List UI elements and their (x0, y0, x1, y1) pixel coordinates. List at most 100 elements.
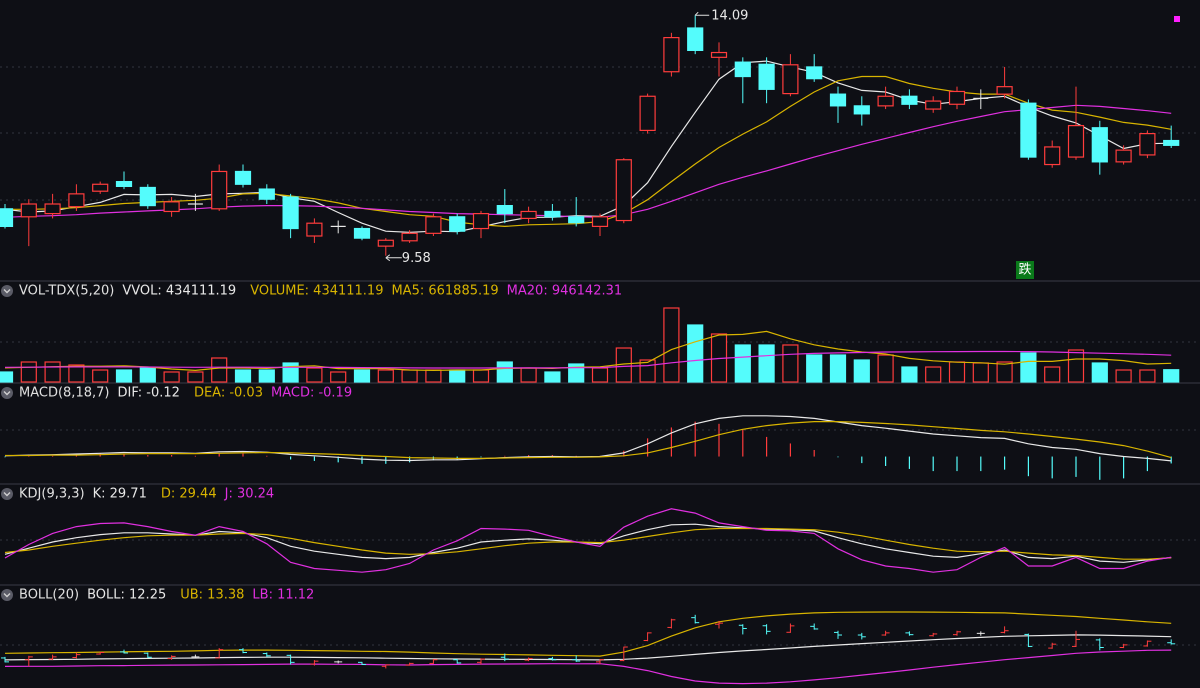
candle-body (1163, 139, 1180, 146)
legend-entry: MA20: 946142.31 (507, 284, 622, 299)
legend-entry: MA5: 661885.19 (391, 284, 498, 299)
candle-body (258, 188, 275, 200)
volume-bar (44, 361, 61, 383)
volume-bar (544, 371, 561, 383)
candle-body (568, 216, 585, 224)
volume-bar (330, 371, 347, 383)
candle-body (544, 210, 561, 218)
high-label: 14.09 (711, 9, 748, 24)
candle-body (20, 203, 37, 218)
candle-body (211, 170, 228, 210)
volume-bar (20, 361, 37, 383)
legend-entry: K: 29.71 (93, 487, 147, 502)
candle-body (401, 232, 418, 242)
legend-entry: VVOL: 434111.19 (122, 284, 236, 299)
candle-body (92, 183, 109, 192)
panel-title: MACD(8,18,7) (19, 386, 109, 401)
signal-label: 跌 (1018, 262, 1031, 278)
volume-bar (663, 307, 680, 383)
volume-bar (972, 362, 989, 383)
volume-bar (258, 369, 275, 383)
legend-entry: BOLL: 12.25 (87, 588, 166, 603)
volume-bar (1139, 369, 1156, 383)
volume-bar (829, 354, 847, 383)
low-label: 9.58 (402, 251, 431, 266)
candle-body (44, 203, 61, 215)
volume-bar (211, 357, 228, 383)
candle-body (663, 36, 680, 73)
candle-body (710, 51, 728, 58)
volume-bar (1091, 362, 1108, 383)
candle-body (591, 216, 609, 228)
candle-body (520, 210, 537, 219)
volume-bar (139, 367, 156, 383)
candle-body (734, 61, 751, 78)
candle-body (306, 222, 323, 237)
candle-body (925, 100, 942, 110)
volume-bar (425, 369, 442, 383)
volume-bar (806, 354, 823, 383)
candle-body (901, 95, 918, 105)
legend-entry: VOLUME: 434111.19 (250, 284, 383, 299)
indicator-line (4, 527, 1172, 560)
candle-body (853, 105, 870, 115)
candle-body (1044, 146, 1061, 166)
candle-body (758, 63, 775, 90)
volume-bar (496, 361, 513, 383)
indicator-line (4, 634, 1172, 661)
collapse-icon (1, 488, 13, 500)
signal-box (1016, 261, 1034, 279)
indicator-line (5, 75, 1172, 228)
volume-bar (68, 364, 85, 383)
volume-bar (377, 369, 394, 383)
collapse-chevron (3, 289, 11, 294)
candle-body (163, 201, 180, 213)
candle-body (687, 27, 704, 51)
volume-bar (782, 344, 799, 383)
high-pointer (694, 11, 710, 16)
collapse-chevron (3, 492, 11, 497)
candle-body (472, 213, 490, 230)
volume-bar (591, 367, 609, 383)
legend-entry: DIF: -0.12 (117, 386, 179, 401)
volume-bar (472, 369, 490, 383)
candle-body (1091, 127, 1108, 163)
indicator-line (5, 421, 1172, 459)
panel-title: BOLL(20) (19, 588, 79, 603)
marker-square (1174, 16, 1180, 22)
volume-bar (0, 371, 14, 383)
volume-bar (1020, 352, 1037, 383)
indicator-line (4, 330, 1172, 372)
volume-bar (187, 371, 204, 383)
volume-bar (92, 369, 109, 383)
legend-entry: J: 30.24 (224, 487, 275, 502)
candle-body (449, 216, 466, 232)
volume-bar (401, 369, 418, 383)
volume-bar (996, 361, 1013, 383)
volume-bar (1044, 366, 1061, 383)
candle-body (377, 239, 394, 247)
candle-body (806, 66, 823, 80)
volume-bar (734, 344, 751, 383)
volume-bar (449, 369, 466, 383)
volume-bar (758, 344, 775, 383)
candle-body (496, 205, 513, 215)
candle-body (639, 95, 656, 132)
candle-body (782, 64, 799, 95)
volume-bar (948, 361, 966, 383)
indicator-line (4, 508, 1172, 573)
panel-title: KDJ(9,3,3) (19, 487, 85, 502)
legend-entry: D: 29.44 (161, 487, 217, 502)
volume-bar (925, 366, 942, 383)
collapse-icon (1, 387, 13, 399)
legend-entry: DEA: -0.03 (194, 386, 263, 401)
panel-title: VOL-TDX(5,20) (19, 284, 114, 299)
indicator-line (4, 649, 1172, 685)
candle-body (1115, 149, 1132, 163)
panel-separators (0, 280, 1200, 586)
candle-body (1067, 124, 1085, 158)
